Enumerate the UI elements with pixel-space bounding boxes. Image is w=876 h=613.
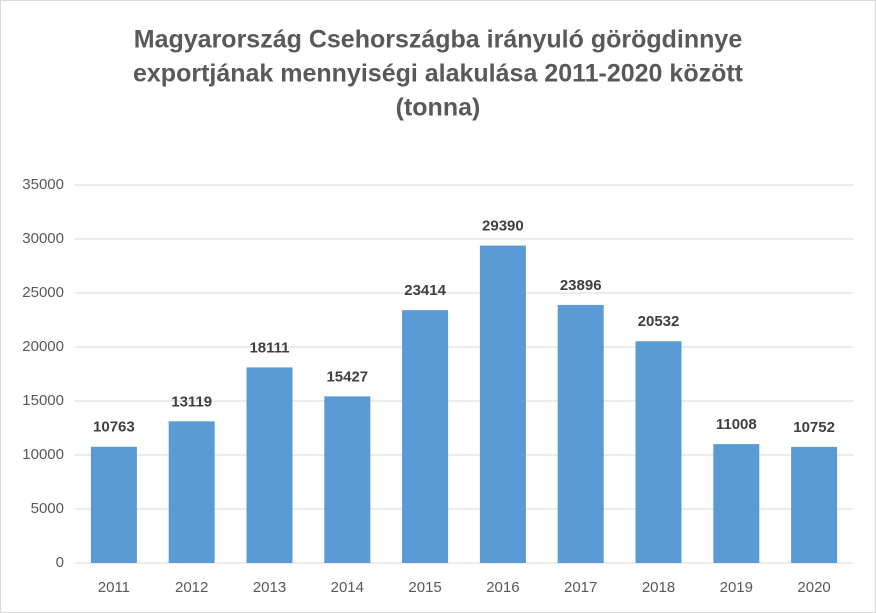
x-tick-label: 2018	[642, 579, 675, 596]
bar	[557, 304, 604, 563]
value-label: 10763	[93, 419, 135, 436]
bar	[90, 446, 137, 563]
value-label: 23896	[560, 277, 602, 294]
bar	[168, 421, 215, 563]
x-tick-label: 2017	[564, 579, 597, 596]
y-tick-label: 20000	[22, 338, 64, 355]
bar	[402, 310, 449, 563]
value-label: 20532	[638, 313, 680, 330]
value-label: 10752	[793, 419, 835, 436]
value-label: 13119	[171, 393, 212, 410]
value-label: 29390	[482, 218, 524, 235]
x-tick-label: 2019	[720, 579, 753, 596]
value-label: 23414	[404, 282, 446, 299]
value-label: 15427	[326, 368, 368, 385]
x-tick-label: 2014	[331, 579, 364, 596]
bar	[479, 245, 526, 563]
y-tick-label: 5000	[31, 500, 64, 517]
chart-title: Magyarország Csehországba irányuló görög…	[134, 26, 743, 54]
bar	[713, 444, 760, 563]
y-tick-label: 30000	[22, 230, 64, 247]
value-label: 18111	[249, 339, 289, 356]
x-tick-label: 2016	[486, 579, 519, 596]
x-tick-label: 2011	[98, 579, 130, 596]
bar	[635, 341, 682, 563]
bar	[324, 396, 371, 563]
y-tick-label: 0	[56, 554, 64, 571]
x-tick-label: 2013	[253, 579, 286, 596]
x-tick-label: 2012	[175, 579, 208, 596]
y-tick-label: 25000	[22, 284, 64, 301]
value-label: 11008	[716, 416, 757, 433]
y-tick-label: 10000	[22, 446, 64, 463]
chart-title: exportjának mennyiségi alakulása 2011-20…	[133, 60, 744, 88]
chart-title: (tonna)	[396, 94, 481, 122]
bar	[791, 446, 838, 563]
x-tick-label: 2020	[797, 579, 830, 596]
x-tick-label: 2015	[408, 579, 441, 596]
bar	[246, 367, 293, 563]
y-tick-label: 15000	[22, 392, 64, 409]
y-tick-label: 35000	[22, 176, 64, 193]
